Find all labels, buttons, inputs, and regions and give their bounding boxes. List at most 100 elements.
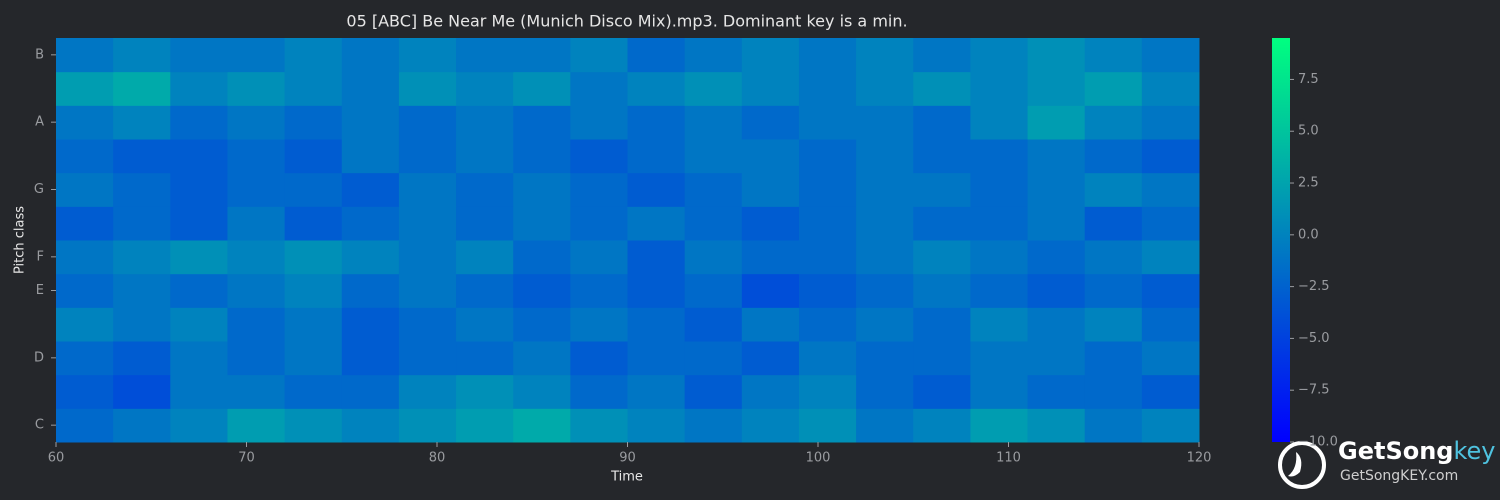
heatmap-cell xyxy=(513,206,571,241)
heatmap-cell xyxy=(456,408,514,443)
heatmap-cell xyxy=(1141,206,1200,241)
heatmap-cell xyxy=(741,139,800,174)
heatmap-cell xyxy=(113,273,171,308)
heatmap-cell xyxy=(798,172,857,207)
heatmap-cell xyxy=(341,307,400,342)
heatmap-cell xyxy=(741,71,800,106)
heatmap-cell xyxy=(1027,273,1086,308)
heatmap-cell xyxy=(913,206,971,241)
heatmap-cell xyxy=(798,105,857,140)
heatmap-cell xyxy=(341,38,400,73)
heatmap-cell xyxy=(56,307,114,342)
heatmap-cell xyxy=(684,71,743,106)
heatmap-cell xyxy=(1084,139,1143,174)
heatmap-cell xyxy=(1084,408,1143,443)
heatmap-cell xyxy=(913,38,971,73)
heatmap-cell xyxy=(856,172,914,207)
heatmap-cell xyxy=(1141,105,1200,140)
x-tick-label: 90 xyxy=(619,451,636,466)
heatmap-cell xyxy=(741,273,800,308)
logo-accent: key xyxy=(1454,437,1496,465)
heatmap-cell xyxy=(56,374,114,409)
heatmap-cell xyxy=(227,172,286,207)
heatmap-cell xyxy=(684,240,743,275)
heatmap-cell xyxy=(170,139,228,174)
heatmap-cell xyxy=(684,172,743,207)
heatmap-cell xyxy=(570,374,628,409)
heatmap-cell xyxy=(1084,172,1143,207)
heatmap-cell xyxy=(1027,71,1086,106)
heatmap-cell xyxy=(513,38,571,73)
heatmap-cell xyxy=(627,71,686,106)
heatmap-cell xyxy=(913,172,971,207)
heatmap-cell xyxy=(970,172,1029,207)
heatmap-cell xyxy=(856,139,914,174)
y-axis-label: Pitch class xyxy=(13,206,28,274)
heatmap-cell xyxy=(113,374,171,409)
heatmap-cell xyxy=(170,38,228,73)
heatmap-cell xyxy=(856,307,914,342)
heatmap-cell xyxy=(798,206,857,241)
heatmap-cell xyxy=(227,273,286,308)
heatmap-cell xyxy=(1027,105,1086,140)
heatmap-cell xyxy=(341,240,400,275)
heatmap-cell xyxy=(513,374,571,409)
heatmap-cell xyxy=(170,307,228,342)
heatmap-cell xyxy=(970,307,1029,342)
heatmap-cell xyxy=(227,307,286,342)
heatmap-cell xyxy=(913,273,971,308)
y-tick-label: E xyxy=(36,283,44,298)
heatmap-cell xyxy=(513,172,571,207)
heatmap-cell xyxy=(570,105,628,140)
heatmap-cell xyxy=(341,273,400,308)
heatmap-cell xyxy=(856,341,914,376)
heatmap-cell xyxy=(1084,341,1143,376)
heatmap-cell xyxy=(570,341,628,376)
heatmap-cell xyxy=(56,273,114,308)
heatmap-cell xyxy=(570,38,628,73)
heatmap-cell xyxy=(456,206,514,241)
heatmap-cell xyxy=(56,139,114,174)
heatmap-cell xyxy=(856,273,914,308)
heatmap-cell xyxy=(970,105,1029,140)
x-tick-label: 120 xyxy=(1187,451,1212,466)
heatmap-cell xyxy=(456,374,514,409)
heatmap-cell xyxy=(741,374,800,409)
heatmap-cell xyxy=(227,206,286,241)
heatmap-cell xyxy=(798,240,857,275)
x-tick-label: 70 xyxy=(238,451,255,466)
heatmap-cell xyxy=(627,341,686,376)
heatmap-cell xyxy=(170,273,228,308)
heatmap-cell xyxy=(398,273,457,308)
heatmap-cell xyxy=(627,38,686,73)
heatmap-cell xyxy=(627,240,686,275)
heatmap-cell xyxy=(227,105,286,140)
colorbar-tick-label: 7.5 xyxy=(1298,72,1319,87)
heatmap-cell xyxy=(113,408,171,443)
heatmap-cell xyxy=(284,38,343,73)
heatmap-cell xyxy=(570,408,628,443)
colorbar xyxy=(1272,38,1290,442)
x-axis-label: Time xyxy=(610,470,643,485)
heatmap-cell xyxy=(513,273,571,308)
heatmap-cell xyxy=(856,240,914,275)
y-tick-label: G xyxy=(34,182,44,197)
heatmap-cell xyxy=(1084,71,1143,106)
heatmap-cell xyxy=(913,105,971,140)
heatmap-cell xyxy=(970,273,1029,308)
heatmap-cell xyxy=(1027,139,1086,174)
heatmap-cell xyxy=(456,105,514,140)
heatmap-cell xyxy=(741,172,800,207)
heatmap-cell xyxy=(1027,408,1086,443)
heatmap-cell xyxy=(741,38,800,73)
heatmap-cell xyxy=(398,408,457,443)
heatmap-cell xyxy=(913,341,971,376)
heatmap-cell xyxy=(284,172,343,207)
colorbar-tick-label: −5.0 xyxy=(1298,331,1330,346)
heatmap-cell xyxy=(741,408,800,443)
x-tick-label: 60 xyxy=(48,451,65,466)
heatmap-cell xyxy=(227,38,286,73)
logo: GetSongkey GetSongKEY.com xyxy=(1278,437,1496,489)
heatmap-cell xyxy=(913,139,971,174)
heatmap-cell xyxy=(627,206,686,241)
